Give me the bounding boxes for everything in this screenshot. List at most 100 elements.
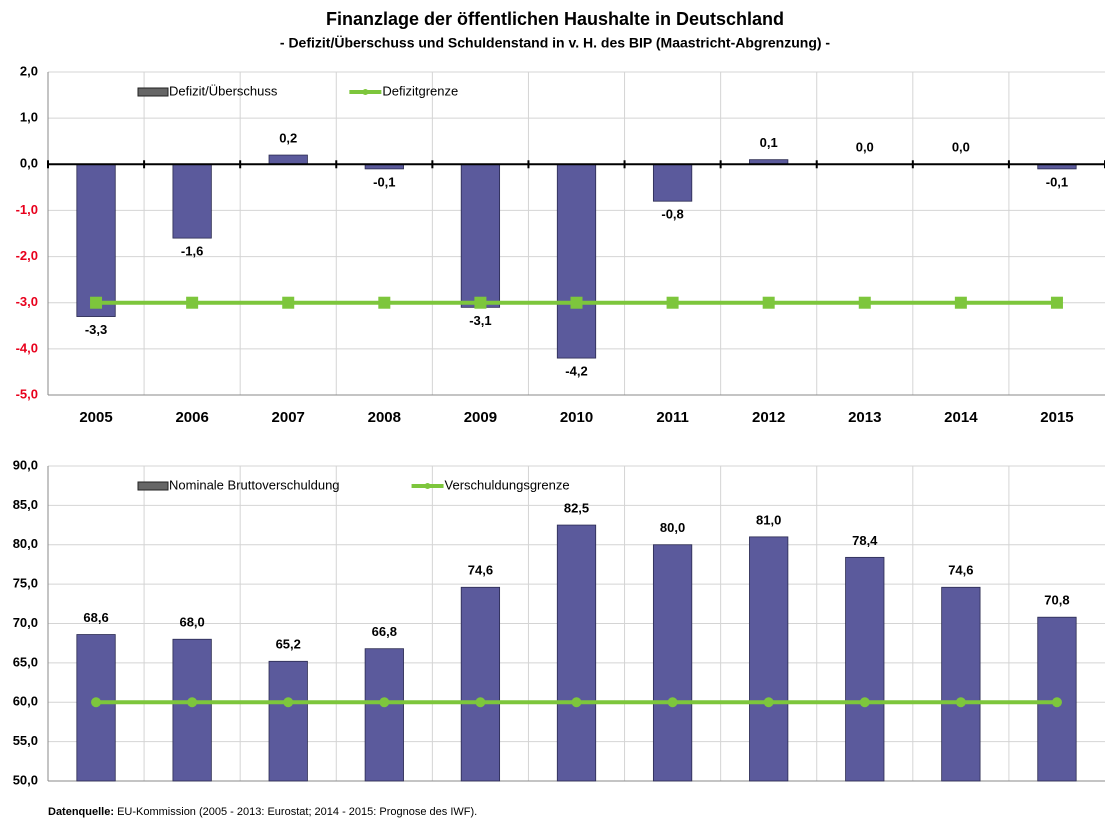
line-marker xyxy=(1051,697,1062,708)
line-marker xyxy=(859,697,870,708)
bar xyxy=(556,524,597,782)
line-marker xyxy=(90,296,103,309)
x-tick-label: 2015 xyxy=(1040,409,1073,426)
bar xyxy=(460,163,501,308)
data-label: 0,0 xyxy=(952,140,970,155)
data-label: -3,1 xyxy=(469,313,491,328)
x-tick-label: 2013 xyxy=(848,409,881,426)
y-tick-label: 80,0 xyxy=(13,536,38,551)
y-tick-label: 90,0 xyxy=(13,457,38,472)
data-label: 70,8 xyxy=(1044,593,1069,608)
y-tick-label: 60,0 xyxy=(13,694,38,709)
data-label: 0,0 xyxy=(856,140,874,155)
x-tick-label: 2010 xyxy=(560,409,593,426)
line-marker xyxy=(1050,296,1063,309)
legend-swatch xyxy=(137,87,169,97)
legend-label: Verschuldungsgrenze xyxy=(445,477,570,492)
line-marker xyxy=(474,296,487,309)
data-label: 68,0 xyxy=(179,615,204,630)
x-tick-label: 2012 xyxy=(752,409,785,426)
line-marker xyxy=(570,296,583,309)
x-tick-label: 2005 xyxy=(79,409,112,426)
data-label: 68,6 xyxy=(83,610,108,625)
legend-label: Nominale Bruttoverschuldung xyxy=(169,477,340,492)
y-tick-label: -4,0 xyxy=(16,340,38,355)
y-tick-label: -2,0 xyxy=(16,248,38,263)
y-tick-label: 2,0 xyxy=(20,63,38,78)
line-marker xyxy=(858,296,871,309)
y-tick-label: -1,0 xyxy=(16,202,38,217)
bar xyxy=(172,163,212,239)
line-marker xyxy=(379,697,390,708)
source-note: Datenquelle: EU-Kommission (2005 - 2013:… xyxy=(48,806,477,818)
bar xyxy=(460,586,501,782)
y-tick-label: 1,0 xyxy=(20,110,38,125)
data-label: 66,8 xyxy=(372,624,397,639)
bar xyxy=(172,638,212,782)
chart-title: Finanzlage der öffentlichen Haushalte in… xyxy=(326,9,784,29)
data-label: -0,8 xyxy=(661,207,683,222)
data-label: 0,1 xyxy=(760,135,778,150)
y-tick-label: 55,0 xyxy=(13,733,38,748)
legend-label: Defizitgrenze xyxy=(382,83,458,98)
line-marker xyxy=(955,697,966,708)
line-marker xyxy=(91,697,102,708)
line-marker xyxy=(571,697,582,708)
legend-label: Defizit/Überschuss xyxy=(169,83,278,98)
data-label: 74,6 xyxy=(948,563,973,578)
bar xyxy=(652,163,693,202)
bar xyxy=(76,634,116,782)
bar xyxy=(941,586,981,782)
line-marker xyxy=(187,697,198,708)
data-label: 82,5 xyxy=(564,501,589,516)
line-marker xyxy=(954,296,967,309)
y-tick-label: 75,0 xyxy=(13,576,38,591)
line-marker xyxy=(667,697,678,708)
data-label: -4,2 xyxy=(565,364,587,379)
source-text: EU-Kommission (2005 - 2013: Eurostat; 20… xyxy=(117,806,477,818)
line-marker xyxy=(666,296,679,309)
data-label: 74,6 xyxy=(468,563,493,578)
line-marker xyxy=(762,296,775,309)
y-tick-label: 0,0 xyxy=(20,156,38,171)
data-label: -0,1 xyxy=(373,174,395,189)
data-label: -3,3 xyxy=(85,322,107,337)
x-tick-label: 2011 xyxy=(656,409,689,426)
bar xyxy=(76,163,116,317)
bar xyxy=(749,536,789,782)
bar xyxy=(268,154,308,165)
x-tick-label: 2007 xyxy=(272,409,305,426)
bar xyxy=(268,660,308,782)
data-label: -0,1 xyxy=(1046,174,1068,189)
y-tick-label: 65,0 xyxy=(13,654,38,669)
x-tick-label: 2014 xyxy=(944,409,978,426)
legend-swatch xyxy=(137,481,169,491)
legend-swatch-marker xyxy=(362,89,369,95)
chart-subtitle: - Defizit/Überschuss und Schuldenstand i… xyxy=(280,35,831,51)
x-tick-label: 2008 xyxy=(368,409,401,426)
data-label: -1,6 xyxy=(181,244,203,259)
line-marker xyxy=(282,296,295,309)
line-marker xyxy=(186,296,199,309)
legend-swatch-marker xyxy=(424,483,431,489)
data-label: 81,0 xyxy=(756,512,781,527)
bar xyxy=(556,163,597,359)
data-label: 65,2 xyxy=(276,637,301,652)
source-label: Datenquelle: xyxy=(48,806,114,818)
y-tick-label: -3,0 xyxy=(16,294,38,309)
bar xyxy=(364,648,404,782)
y-tick-label: 50,0 xyxy=(13,772,38,787)
line-marker xyxy=(475,697,486,708)
y-tick-label: 85,0 xyxy=(13,497,38,512)
bar xyxy=(845,556,885,782)
y-tick-label: -5,0 xyxy=(16,386,38,401)
line-marker xyxy=(763,697,774,708)
y-tick-label: 70,0 xyxy=(13,615,38,630)
x-tick-label: 2006 xyxy=(175,409,208,426)
bar xyxy=(652,544,693,782)
line-marker xyxy=(378,296,391,309)
line-marker xyxy=(283,697,294,708)
data-label: 78,4 xyxy=(852,533,878,548)
x-tick-label: 2009 xyxy=(464,409,497,426)
